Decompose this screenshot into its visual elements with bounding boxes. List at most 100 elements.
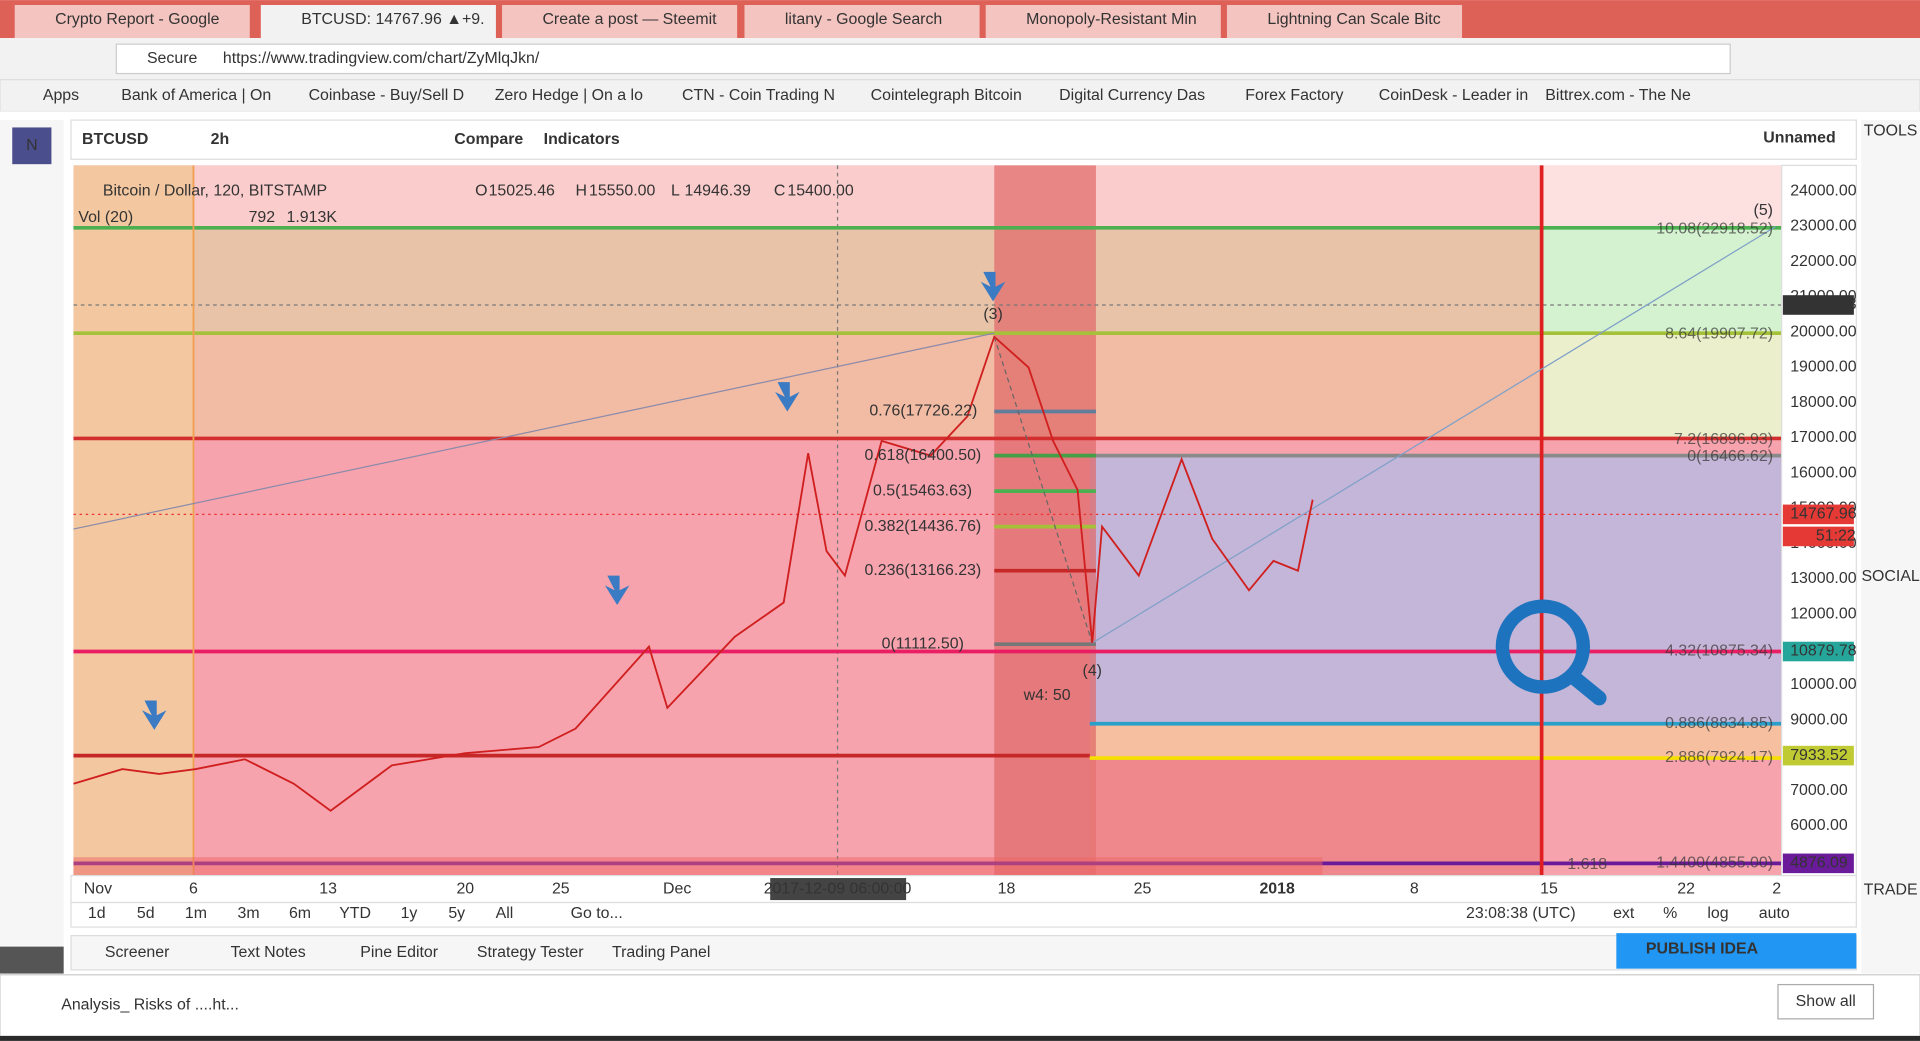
scale-option[interactable]: ext — [1613, 905, 1635, 922]
bookmark[interactable]: Zero Hedge | On a lo — [495, 87, 643, 104]
logo-box[interactable] — [12, 127, 52, 165]
taskbar — [0, 1036, 1920, 1041]
range-button[interactable]: 1d — [88, 905, 106, 922]
layout-name[interactable]: Unnamed — [1763, 130, 1835, 147]
panel-tab[interactable]: Screener — [105, 944, 170, 961]
scale-option[interactable]: % — [1663, 905, 1677, 922]
crosshair-time-box — [770, 878, 907, 901]
interval[interactable]: 2h — [211, 131, 230, 148]
fib-label: 2.886(7924.17) — [1665, 749, 1773, 766]
bookmark[interactable]: Cointelegraph Bitcoin — [871, 87, 1022, 104]
time-tick-label: 20 — [456, 880, 474, 897]
panel-tab[interactable]: Strategy Tester — [477, 944, 584, 961]
price-tag-label: 51:22 — [1816, 528, 1856, 545]
wave-label: (4) — [1083, 662, 1102, 679]
price-tick-label: 7000.00 — [1790, 782, 1848, 799]
ohlc-value: 15400.00 — [787, 182, 853, 199]
time-tick-label: 18 — [998, 880, 1016, 897]
price-tag — [1782, 526, 1854, 547]
scale-option[interactable]: auto — [1759, 905, 1790, 922]
show-all-button[interactable] — [1777, 983, 1875, 1020]
ohlc-label: L — [671, 182, 680, 199]
time-axis — [70, 874, 1857, 904]
bookmark[interactable]: CoinDesk - Leader in — [1379, 87, 1528, 104]
fib-label: 1.618 — [1567, 856, 1607, 873]
tab[interactable] — [744, 4, 980, 39]
price-tag-label: 10879.78 — [1790, 643, 1856, 660]
price-tick-label: 6000.00 — [1790, 817, 1848, 834]
ohlc-value: 14946.39 — [684, 182, 750, 199]
url: https://www.tradingview.com/chart/ZyMlqJ… — [223, 50, 540, 67]
zone — [1089, 756, 1543, 876]
download-file[interactable]: Analysis_ Risks of ....ht... — [61, 997, 239, 1014]
price-tick-label: 17000.00 — [1790, 429, 1856, 446]
range-button[interactable]: All — [496, 905, 514, 922]
time-tick-label: 22 — [1677, 880, 1695, 897]
price-series — [73, 335, 1314, 812]
range-button[interactable]: 3m — [238, 905, 260, 922]
bookmark[interactable]: Apps — [43, 87, 79, 104]
tab-title: BTCUSD: 14767.96 ▲+9. — [301, 11, 484, 28]
tab[interactable] — [502, 4, 738, 39]
fib-label: 0.382(14436.76) — [864, 518, 981, 535]
range-button[interactable]: 6m — [289, 905, 311, 922]
bookmark[interactable]: CTN - Coin Trading N — [682, 87, 835, 104]
tab-title: Create a post — Steemit — [542, 11, 717, 28]
magnifier-handle — [1564, 668, 1607, 706]
price-tick-label: 9000.00 — [1790, 711, 1848, 728]
range-button[interactable]: 1y — [401, 905, 418, 922]
compare-button[interactable]: Compare — [454, 131, 523, 148]
top-toolbar — [70, 119, 1857, 160]
tab[interactable] — [985, 4, 1221, 39]
price-tick-label: 19000.00 — [1790, 359, 1856, 376]
tab[interactable] — [260, 4, 496, 39]
range-button[interactable]: YTD — [339, 905, 371, 922]
magnifier — [1495, 599, 1590, 694]
trend-line — [1091, 226, 1776, 644]
bookmark[interactable]: Forex Factory — [1245, 87, 1343, 104]
scale-option[interactable]: log — [1707, 905, 1728, 922]
publish-button[interactable] — [1616, 933, 1857, 969]
left-toolbar — [0, 120, 64, 974]
tab-title: Crypto Report - Google — [55, 11, 220, 28]
price-tag — [1782, 504, 1854, 525]
zone — [73, 165, 194, 876]
price-tick-label: 20000.00 — [1790, 323, 1856, 340]
logo[interactable]: N — [26, 137, 38, 154]
range-button[interactable]: 5y — [448, 905, 465, 922]
volume-value: 792 — [249, 209, 276, 226]
bookmark[interactable]: Digital Currency Das — [1059, 87, 1205, 104]
wave-label: (3) — [983, 306, 1002, 323]
range-button[interactable]: Go to... — [571, 905, 623, 922]
range-button[interactable]: 1m — [185, 905, 207, 922]
close-panel[interactable] — [0, 946, 64, 974]
volume-label: Vol (20) — [78, 209, 133, 226]
tab[interactable] — [1226, 4, 1463, 39]
price-tick-label: 10000.00 — [1790, 676, 1856, 693]
tab-title: Lightning Can Scale Bitc — [1267, 11, 1440, 28]
panel-tab[interactable]: Trading Panel — [612, 944, 710, 961]
show-all[interactable]: Show all — [1796, 993, 1856, 1010]
time-tick-label: 8 — [1410, 880, 1419, 897]
bookmark[interactable]: Coinbase - Buy/Sell D — [309, 87, 465, 104]
trend-line — [73, 332, 995, 530]
time-tick-label: 25 — [552, 880, 570, 897]
indicators-button[interactable]: Indicators — [544, 131, 620, 148]
bookmark[interactable]: Bittrex.com - The Ne — [1545, 87, 1691, 104]
range-button[interactable]: 5d — [137, 905, 155, 922]
zone — [193, 333, 1543, 439]
omnibox[interactable] — [115, 43, 1731, 75]
price-tag — [1782, 745, 1854, 766]
bookmark[interactable]: Bank of America | On — [121, 87, 271, 104]
tab[interactable] — [14, 4, 250, 39]
range-bar — [70, 901, 1857, 928]
panel-tab[interactable]: Pine Editor — [360, 944, 439, 961]
right-sidebar — [1861, 120, 1920, 974]
symbol[interactable]: BTCUSD — [82, 131, 148, 148]
fib-label: 0.236(13166.23) — [864, 562, 981, 579]
legend-title: Bitcoin / Dollar, 120, BITSTAMP — [103, 182, 327, 199]
clock: 23:08:38 (UTC) — [1466, 905, 1576, 922]
publish-label[interactable]: PUBLISH IDEA — [1646, 940, 1759, 957]
panel-tab[interactable]: Text Notes — [231, 944, 306, 961]
